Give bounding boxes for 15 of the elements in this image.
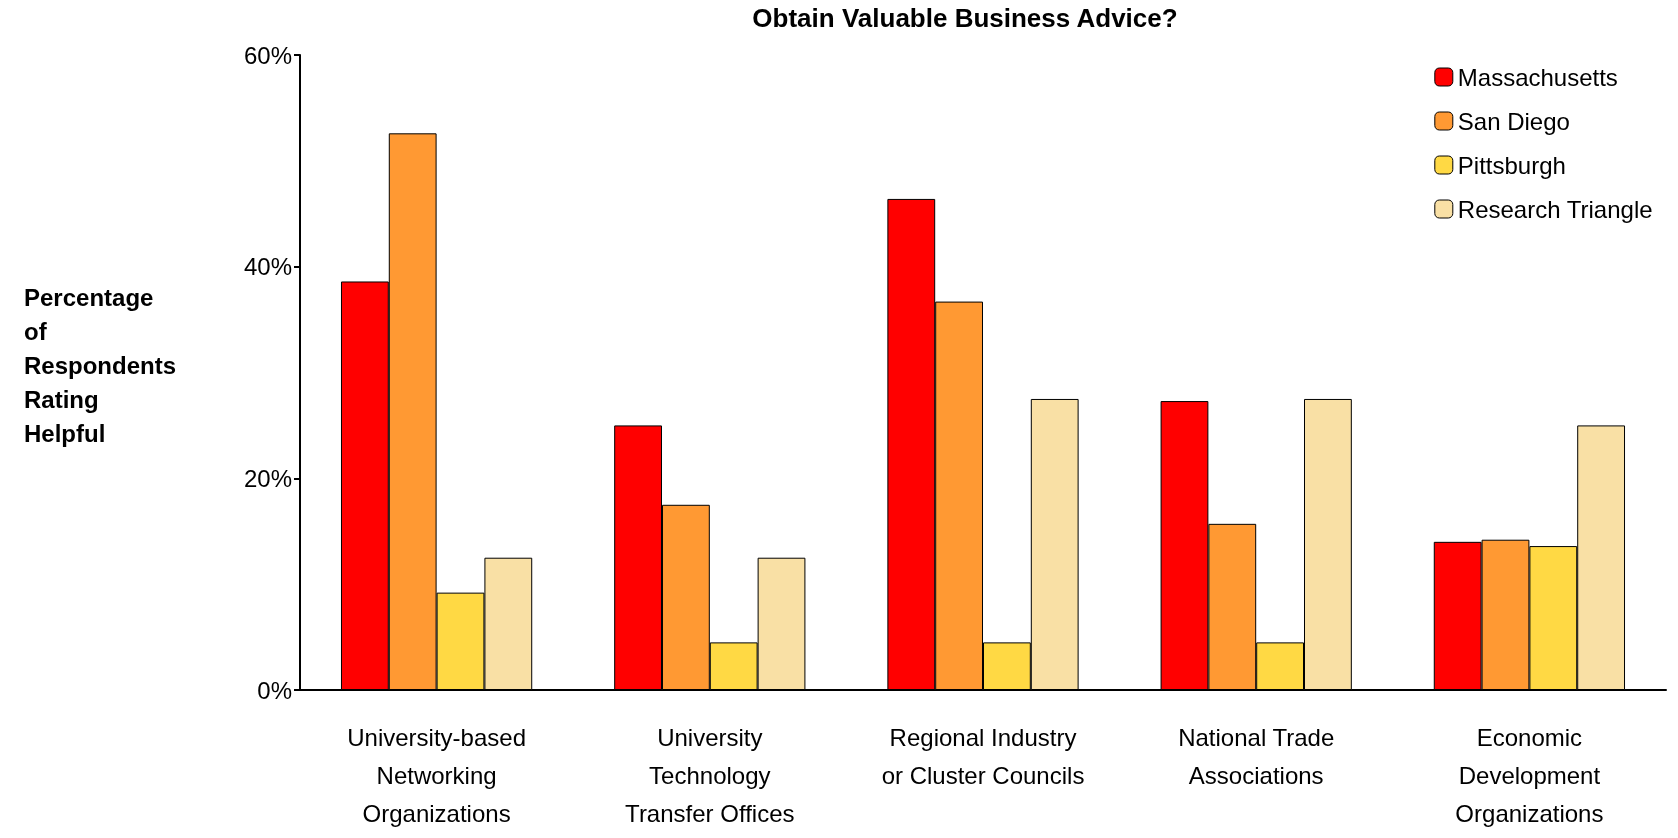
x-tick-label: Economic Development Organizations	[1455, 723, 1604, 827]
legend-label: Massachusetts	[1457, 63, 1618, 91]
y-tick-label: 40%	[243, 253, 292, 281]
x-tick-label: University Technology Transfer Offices	[625, 723, 795, 827]
legend-label: San Diego	[1457, 107, 1570, 135]
y-tick-label: 20%	[243, 464, 292, 492]
legend-label: Research Triangle	[1457, 195, 1653, 223]
x-tick-label: University-based Networking Organizations	[347, 723, 526, 827]
x-tick-label: National Trade Associations	[1178, 723, 1335, 789]
legend-label: Pittsburgh	[1457, 151, 1566, 179]
y-tick-label: 60%	[243, 41, 292, 69]
y-axis-title: Percentage of Respondents Rating Helpful	[24, 283, 177, 447]
chart-title: Obtain Valuable Business Advice?	[752, 3, 1178, 33]
x-tick-label: Regional Industry or Cluster Councils	[881, 723, 1085, 789]
y-tick-label: 0%	[257, 676, 292, 704]
